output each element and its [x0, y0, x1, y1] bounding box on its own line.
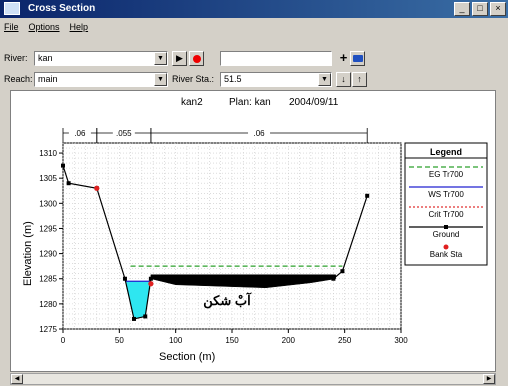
- record-button[interactable]: [189, 51, 204, 66]
- x-axis-label: Section (m): [159, 351, 215, 363]
- river-sta-value: 51.5: [224, 74, 242, 84]
- x-tick-label: 50: [115, 336, 124, 345]
- plot-header-plan: Plan: kan: [229, 97, 271, 108]
- ground-point: [131, 316, 136, 321]
- ground-point: [66, 181, 71, 186]
- ground-point: [365, 193, 370, 198]
- x-tick-label: 0: [61, 336, 66, 345]
- river-label: River:: [4, 53, 28, 63]
- river-select[interactable]: kan ▼: [34, 51, 168, 66]
- bank-station-point: [94, 185, 100, 191]
- manning-n-label-bg: [248, 128, 271, 138]
- plot-header-left: kan2: [181, 97, 203, 108]
- blocked-obstruction-area: [150, 274, 336, 289]
- horizontal-scrollbar[interactable]: ◀ ▶: [10, 373, 496, 385]
- ground-point: [143, 314, 148, 319]
- arrow-up-icon: ↑: [357, 74, 362, 84]
- plot-panel: kan2 Plan: kan 2004/09/11 0 50 100 150 200 25…: [10, 90, 496, 372]
- river-sta-label: River Sta.:: [172, 74, 215, 84]
- arrow-down-icon: ↓: [341, 74, 346, 84]
- annotation-label: آبْ شکن: [203, 292, 252, 309]
- river-sta-select[interactable]: 51.5 ▼: [220, 72, 332, 87]
- y-tick-label: 1275: [39, 325, 57, 334]
- manning-n-label-bg: [68, 128, 91, 138]
- app-icon: [4, 2, 20, 15]
- y-tick-label: 1280: [39, 300, 57, 309]
- y-tick-label: 1285: [39, 275, 57, 284]
- plus-icon: +: [339, 50, 348, 65]
- scroll-right-icon[interactable]: ▶: [483, 374, 495, 384]
- chevron-down-icon[interactable]: ▼: [154, 52, 167, 65]
- manning-n-label: .06: [74, 129, 86, 138]
- y-tick-label: 1295: [39, 224, 57, 233]
- cross-section-chart: kan2 Plan: kan 2004/09/11 0 50 100 150 200 25…: [22, 97, 488, 363]
- ground-point: [331, 276, 336, 281]
- reach-value: main: [38, 74, 58, 84]
- play-animation-button[interactable]: ▶: [172, 51, 187, 66]
- chevron-down-icon[interactable]: ▼: [154, 73, 167, 86]
- legend-item-label: Crit Tr700: [428, 210, 464, 219]
- menu-help[interactable]: Help: [69, 22, 89, 32]
- manning-n-label-bg: [112, 128, 135, 138]
- legend: Legend EG Tr700 WS Tr700 Crit Tr700 Ground B…: [404, 142, 488, 266]
- title-bar: Cross Section _ □ ×: [0, 0, 508, 18]
- maximize-button[interactable]: □: [472, 2, 488, 16]
- x-tick-label: 250: [338, 336, 352, 345]
- x-tick-label: 300: [394, 336, 408, 345]
- y-tick-label: 1305: [39, 174, 57, 183]
- camera-icon: [352, 55, 363, 62]
- legend-item-label: Bank Sta: [430, 250, 463, 259]
- ground-point: [122, 276, 127, 281]
- river-value: kan: [38, 53, 53, 63]
- y-tick-label: 1310: [39, 149, 57, 158]
- ground-point: [148, 276, 153, 281]
- menu-file[interactable]: File: [4, 22, 19, 32]
- record-icon: [192, 55, 201, 63]
- next-station-up-button[interactable]: ↑: [352, 72, 367, 87]
- menu-options[interactable]: Options: [28, 22, 60, 32]
- bank-station-point: [148, 281, 154, 287]
- legend-marker: [443, 244, 449, 250]
- manning-n-label: .055: [116, 129, 132, 138]
- x-tick-label: 100: [169, 336, 183, 345]
- x-tick-label: 200: [282, 336, 296, 345]
- ground-point: [340, 269, 345, 274]
- window-title: Cross Section: [28, 3, 96, 14]
- plot-header-date: 2004/09/11: [289, 97, 339, 108]
- add-plot-button[interactable]: +: [336, 51, 351, 66]
- y-tick-label: 1300: [39, 199, 57, 208]
- chevron-down-icon[interactable]: ▼: [318, 73, 331, 86]
- scroll-left-icon[interactable]: ◀: [11, 374, 23, 384]
- next-station-down-button[interactable]: ↓: [336, 72, 351, 87]
- menu-bar: File Options Help: [0, 19, 508, 35]
- legend-title: Legend: [430, 147, 462, 157]
- plot-text-input[interactable]: [220, 51, 332, 66]
- ground-point: [61, 163, 65, 168]
- close-button[interactable]: ×: [490, 2, 506, 16]
- y-axis-label: Elevation (m): [22, 221, 34, 286]
- reach-label: Reach:: [4, 74, 33, 84]
- camera-button[interactable]: [350, 51, 365, 66]
- legend-item-label: EG Tr700: [429, 170, 464, 179]
- y-tick-label: 1290: [39, 250, 57, 259]
- x-tick-label: 150: [225, 336, 239, 345]
- manning-n-label: .06: [253, 129, 265, 138]
- minimize-button[interactable]: _: [454, 2, 470, 16]
- play-icon: ▶: [176, 53, 183, 63]
- legend-item-label: WS Tr700: [428, 190, 464, 199]
- reach-select[interactable]: main ▼: [34, 72, 168, 87]
- legend-marker: [444, 225, 448, 229]
- ground-line: [62, 165, 368, 320]
- legend-item-label: Ground: [433, 230, 460, 239]
